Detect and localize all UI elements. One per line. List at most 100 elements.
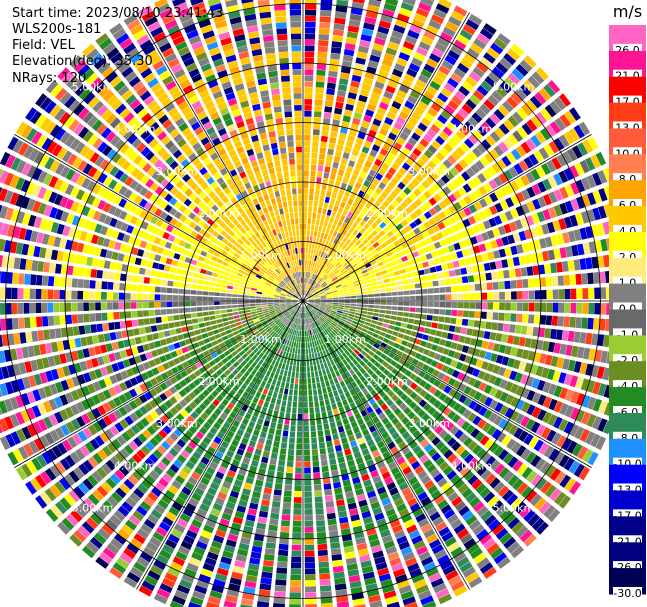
velocity-gate: [340, 345, 347, 352]
velocity-gate: [292, 532, 302, 539]
velocity-gate: [252, 338, 259, 345]
velocity-gate: [185, 319, 193, 325]
velocity-gate: [317, 352, 321, 359]
velocity-gate: [293, 395, 298, 402]
velocity-gate: [483, 567, 497, 579]
velocity-gate: [333, 218, 339, 225]
velocity-gate: [360, 313, 367, 318]
velocity-gate: [303, 200, 308, 206]
velocity-gate: [433, 583, 447, 594]
velocity-gate: [356, 304, 363, 307]
velocity-gate: [282, 332, 287, 338]
velocity-gate: [83, 302, 89, 311]
velocity-gate: [455, 361, 464, 370]
velocity-gate: [74, 505, 87, 518]
velocity-gate: [188, 497, 199, 507]
velocity-gate: [233, 392, 241, 401]
velocity-gate: [53, 289, 60, 300]
velocity-gate: [533, 439, 544, 452]
velocity-gate: [498, 141, 509, 153]
velocity-gate: [0, 388, 3, 398]
velocity-gate: [481, 253, 489, 262]
velocity-gate: [140, 523, 153, 535]
velocity-gate: [307, 372, 311, 378]
velocity-gate: [396, 476, 406, 486]
velocity-gate: [423, 63, 436, 74]
velocity-gate: [400, 274, 408, 280]
velocity-gate: [342, 366, 348, 373]
velocity-gate: [233, 343, 241, 350]
velocity-gate: [453, 585, 468, 597]
velocity-gate: [54, 396, 64, 409]
velocity-gate: [205, 601, 220, 607]
velocity-gate: [123, 391, 133, 401]
velocity-gate: [386, 481, 397, 491]
velocity-gate: [338, 510, 348, 518]
velocity-gate: [332, 297, 339, 300]
velocity-gate: [337, 288, 343, 292]
velocity-gate: [191, 519, 203, 529]
velocity-gate: [319, 291, 325, 295]
velocity-gate: [309, 236, 313, 243]
velocity-gate: [485, 321, 492, 330]
velocity-gate: [380, 403, 389, 411]
velocity-gate: [86, 396, 96, 408]
velocity-gate: [93, 532, 107, 545]
velocity-gate: [529, 493, 542, 507]
velocity-gate: [191, 312, 198, 318]
velocity-gate: [158, 521, 171, 532]
velocity-gate: [256, 473, 265, 481]
velocity-gate: [303, 378, 307, 384]
velocity-gate: [164, 399, 173, 409]
velocity-gate: [396, 350, 404, 357]
velocity-gate: [507, 517, 520, 530]
velocity-gate: [372, 354, 380, 361]
velocity-gate: [319, 306, 326, 310]
velocity-gate: [420, 496, 432, 506]
velocity-gate: [508, 424, 519, 436]
velocity-gate: [279, 387, 284, 394]
velocity-gate: [87, 383, 96, 394]
velocity-gate: [226, 470, 236, 478]
velocity-gate: [226, 343, 233, 349]
velocity-gate: [274, 306, 280, 309]
velocity-gate: [55, 427, 65, 439]
velocity-gate: [447, 377, 456, 387]
velocity-gate: [380, 254, 388, 260]
velocity-gate: [451, 134, 462, 145]
velocity-gate: [15, 411, 25, 425]
velocity-gate: [342, 312, 349, 316]
velocity-gate: [413, 227, 421, 235]
velocity-gate: [312, 307, 318, 312]
velocity-gate: [545, 315, 553, 326]
velocity-gate: [220, 301, 226, 305]
velocity-gate: [224, 385, 232, 393]
velocity-gate: [162, 516, 174, 527]
velocity-gate: [147, 570, 161, 581]
velocity-gate: [223, 507, 234, 516]
velocity-gate: [390, 248, 398, 255]
velocity-gate: [303, 182, 309, 189]
velocity-gate: [433, 473, 444, 483]
velocity-gate: [429, 539, 441, 549]
velocity-gate: [489, 192, 499, 203]
velocity-gate: [190, 336, 198, 343]
velocity-gate: [250, 345, 257, 351]
velocity-gate: [347, 316, 354, 320]
velocity-gate: [535, 131, 547, 144]
velocity-gate: [363, 337, 370, 343]
velocity-gate: [510, 347, 518, 357]
velocity-gate: [539, 315, 547, 325]
velocity-gate: [450, 72, 463, 84]
velocity-gate: [597, 418, 608, 432]
velocity-gate: [516, 279, 523, 289]
velocity-gate: [456, 34, 470, 46]
velocity-gate: [327, 347, 333, 354]
velocity-gate: [243, 301, 250, 304]
velocity-gate: [352, 221, 359, 229]
velocity-gate: [558, 218, 567, 230]
velocity-gate: [319, 219, 324, 227]
velocity-gate: [391, 176, 400, 185]
velocity-gate: [263, 559, 274, 567]
velocity-gate: [556, 261, 563, 273]
